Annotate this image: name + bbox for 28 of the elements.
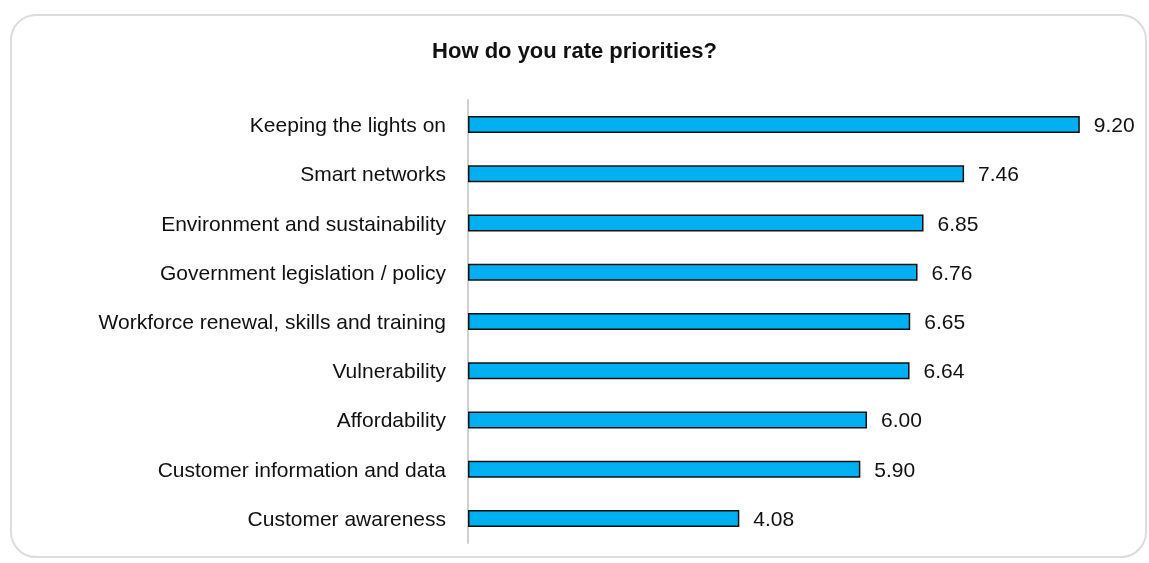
y-tick-label: Workforce renewal, skills and training [98, 310, 446, 333]
chart-title: How do you rate priorities? [432, 37, 717, 63]
data-label: 7.46 [978, 162, 1019, 186]
y-tick-label: Keeping the lights on [249, 113, 446, 137]
data-label: 4.08 [753, 506, 795, 530]
bar [468, 116, 1080, 134]
data-label: 5.90 [874, 457, 916, 481]
y-tick-label: Customer information and data [157, 457, 447, 481]
data-label: 6.00 [881, 408, 922, 432]
data-label: 6.85 [937, 211, 979, 235]
data-label: 6.65 [924, 310, 966, 333]
y-tick-label: Customer awareness [247, 506, 446, 530]
y-tick-label: Smart networks [300, 162, 446, 186]
y-tick-label: Affordability [336, 408, 447, 432]
bar [468, 165, 965, 183]
bar [468, 214, 924, 232]
y-tick-label: Vulnerability [332, 359, 447, 383]
bar [468, 263, 918, 281]
bar [468, 509, 740, 527]
y-tick-label: Environment and sustainability [161, 211, 447, 235]
data-label: 6.64 [923, 359, 965, 383]
y-tick-label: Government legislation / policy [160, 260, 447, 284]
data-label: 9.20 [1093, 113, 1135, 137]
data-label: 6.76 [931, 260, 973, 284]
bar [468, 460, 861, 478]
bar [468, 313, 911, 330]
bar [468, 362, 910, 380]
bar [468, 411, 867, 429]
